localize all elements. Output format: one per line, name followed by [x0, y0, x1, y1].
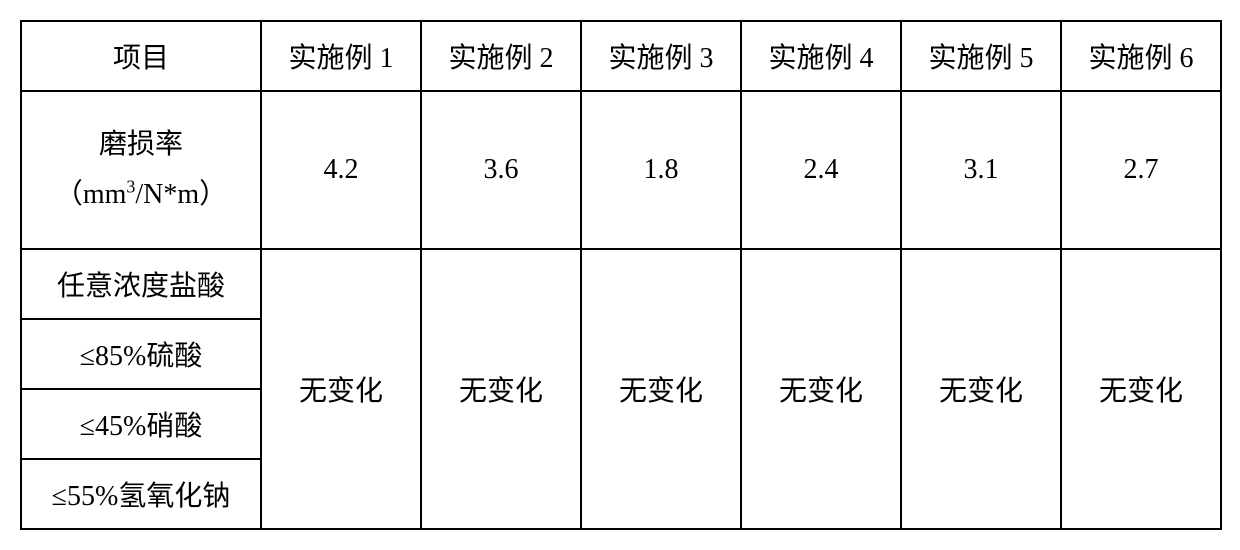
data-table: 项目 实施例 1 实施例 2 实施例 3 实施例 4 实施例 5 实施例 6 磨… [20, 20, 1222, 530]
wear-rate-row: 磨损率 （mm3/N*m） 4.2 3.6 1.8 2.4 3.1 2.7 [21, 91, 1221, 249]
wear-value-3: 1.8 [581, 91, 741, 249]
wear-label-line2-suffix: /N*m） [135, 179, 227, 210]
wear-value-2: 3.6 [421, 91, 581, 249]
chem-row-1: 任意浓度盐酸 无变化 无变化 无变化 无变化 无变化 无变化 [21, 249, 1221, 319]
header-cell-ex6: 实施例 6 [1061, 21, 1221, 91]
chem-label-4: ≤55%氢氧化钠 [21, 459, 261, 529]
wear-value-4: 2.4 [741, 91, 901, 249]
chem-result-1: 无变化 [261, 249, 421, 529]
chem-label-2: ≤85%硫酸 [21, 319, 261, 389]
header-cell-project: 项目 [21, 21, 261, 91]
header-cell-ex5: 实施例 5 [901, 21, 1061, 91]
chem-label-3: ≤45%硝酸 [21, 389, 261, 459]
table-header-row: 项目 实施例 1 实施例 2 实施例 3 实施例 4 实施例 5 实施例 6 [21, 21, 1221, 91]
wear-rate-label: 磨损率 （mm3/N*m） [21, 91, 261, 249]
chem-result-6: 无变化 [1061, 249, 1221, 529]
wear-value-5: 3.1 [901, 91, 1061, 249]
header-cell-ex4: 实施例 4 [741, 21, 901, 91]
chem-label-1: 任意浓度盐酸 [21, 249, 261, 319]
header-cell-ex3: 实施例 3 [581, 21, 741, 91]
wear-label-line2-prefix: （mm [55, 179, 127, 210]
chem-result-2: 无变化 [421, 249, 581, 529]
chem-result-3: 无变化 [581, 249, 741, 529]
header-cell-ex2: 实施例 2 [421, 21, 581, 91]
wear-label-line1: 磨损率 [99, 129, 183, 160]
header-cell-ex1: 实施例 1 [261, 21, 421, 91]
chem-result-5: 无变化 [901, 249, 1061, 529]
wear-value-1: 4.2 [261, 91, 421, 249]
chem-result-4: 无变化 [741, 249, 901, 529]
wear-value-6: 2.7 [1061, 91, 1221, 249]
